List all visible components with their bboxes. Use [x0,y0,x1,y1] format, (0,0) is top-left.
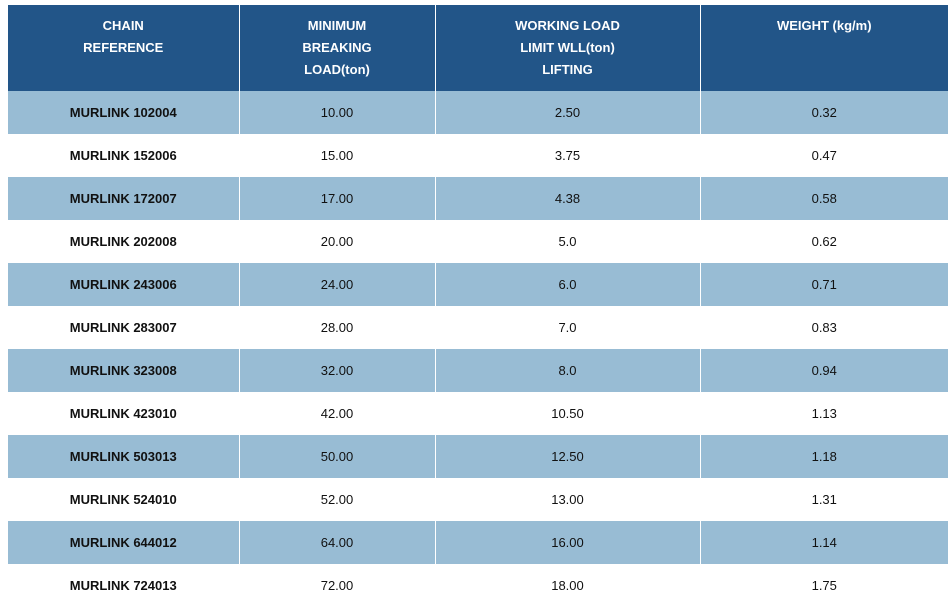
cell-weight: 0.47 [699,134,948,177]
header-text-line: CHAIN [102,18,144,33]
cell-working-load-limit: 7.0 [434,306,700,349]
table-row: MURLINK 172007 17.00 4.38 0.58 [8,177,948,220]
cell-minimum-breaking-load: 72.00 [238,564,435,607]
table-row: MURLINK 524010 52.00 13.00 1.31 [8,478,948,521]
cell-weight: 1.13 [699,392,948,435]
header-text-line: LIFTING [542,62,593,77]
header-text-line: WEIGHT (kg/m) [776,18,872,33]
cell-chain-reference: MURLINK 243006 [8,263,239,306]
header-chain-reference: CHAIN REFERENCE [8,5,239,91]
cell-weight: 0.62 [699,220,948,263]
cell-minimum-breaking-load: 20.00 [238,220,435,263]
cell-working-load-limit: 8.0 [434,349,700,392]
chain-spec-table: CHAIN REFERENCE MINIMUM BREAKING LOAD(to… [8,5,948,607]
cell-weight: 0.58 [699,177,948,220]
cell-chain-reference: MURLINK 323008 [8,349,239,392]
cell-weight: 0.71 [699,263,948,306]
cell-working-load-limit: 18.00 [434,564,700,607]
header-row: CHAIN REFERENCE MINIMUM BREAKING LOAD(to… [8,5,948,91]
header-text-line: BREAKING [302,40,372,55]
table-row: MURLINK 102004 10.00 2.50 0.32 [8,91,948,134]
table-body: MURLINK 102004 10.00 2.50 0.32 MURLINK 15200… [8,91,948,607]
cell-weight: 0.94 [699,349,948,392]
cell-minimum-breaking-load: 15.00 [238,134,435,177]
cell-working-load-limit: 6.0 [434,263,700,306]
header-minimum-breaking-load: MINIMUM BREAKING LOAD(ton) [238,5,435,91]
cell-working-load-limit: 3.75 [434,134,700,177]
cell-working-load-limit: 4.38 [434,177,700,220]
header-text-line: WORKING LOAD [515,18,620,33]
cell-minimum-breaking-load: 52.00 [238,478,435,521]
cell-chain-reference: MURLINK 283007 [8,306,239,349]
cell-chain-reference: MURLINK 524010 [8,478,239,521]
cell-working-load-limit: 5.0 [434,220,700,263]
cell-weight: 1.31 [699,478,948,521]
table-row: MURLINK 503013 50.00 12.50 1.18 [8,435,948,478]
table-row: MURLINK 283007 28.00 7.0 0.83 [8,306,948,349]
cell-minimum-breaking-load: 32.00 [238,349,435,392]
table-row: MURLINK 202008 20.00 5.0 0.62 [8,220,948,263]
header-working-load-limit: WORKING LOAD LIMIT WLL(ton) LIFTING [434,5,700,91]
table-row: MURLINK 152006 15.00 3.75 0.47 [8,134,948,177]
cell-weight: 0.32 [699,91,948,134]
table-row: MURLINK 423010 42.00 10.50 1.13 [8,392,948,435]
header-text-line: LOAD(ton) [304,62,370,77]
cell-minimum-breaking-load: 64.00 [238,521,435,564]
cell-weight: 1.14 [699,521,948,564]
cell-minimum-breaking-load: 17.00 [238,177,435,220]
cell-chain-reference: MURLINK 644012 [8,521,239,564]
table-row: MURLINK 644012 64.00 16.00 1.14 [8,521,948,564]
cell-minimum-breaking-load: 28.00 [238,306,435,349]
cell-minimum-breaking-load: 50.00 [238,435,435,478]
cell-chain-reference: MURLINK 724013 [8,564,239,607]
cell-chain-reference: MURLINK 503013 [8,435,239,478]
header-text-line: LIMIT WLL(ton) [520,40,615,55]
cell-working-load-limit: 10.50 [434,392,700,435]
cell-minimum-breaking-load: 10.00 [238,91,435,134]
cell-weight: 0.83 [699,306,948,349]
table-row: MURLINK 323008 32.00 8.0 0.94 [8,349,948,392]
cell-chain-reference: MURLINK 102004 [8,91,239,134]
cell-chain-reference: MURLINK 172007 [8,177,239,220]
cell-minimum-breaking-load: 24.00 [238,263,435,306]
cell-weight: 1.75 [699,564,948,607]
cell-working-load-limit: 16.00 [434,521,700,564]
cell-working-load-limit: 12.50 [434,435,700,478]
cell-weight: 1.18 [699,435,948,478]
cell-chain-reference: MURLINK 152006 [8,134,239,177]
table-header: CHAIN REFERENCE MINIMUM BREAKING LOAD(to… [8,5,948,91]
cell-minimum-breaking-load: 42.00 [238,392,435,435]
cell-working-load-limit: 13.00 [434,478,700,521]
header-weight: WEIGHT (kg/m) [699,5,948,91]
cell-chain-reference: MURLINK 202008 [8,220,239,263]
table-row: MURLINK 243006 24.00 6.0 0.71 [8,263,948,306]
header-text-line: MINIMUM [307,18,367,33]
header-text-line: REFERENCE [83,40,164,55]
table-row: MURLINK 724013 72.00 18.00 1.75 [8,564,948,607]
cell-chain-reference: MURLINK 423010 [8,392,239,435]
cell-working-load-limit: 2.50 [434,91,700,134]
